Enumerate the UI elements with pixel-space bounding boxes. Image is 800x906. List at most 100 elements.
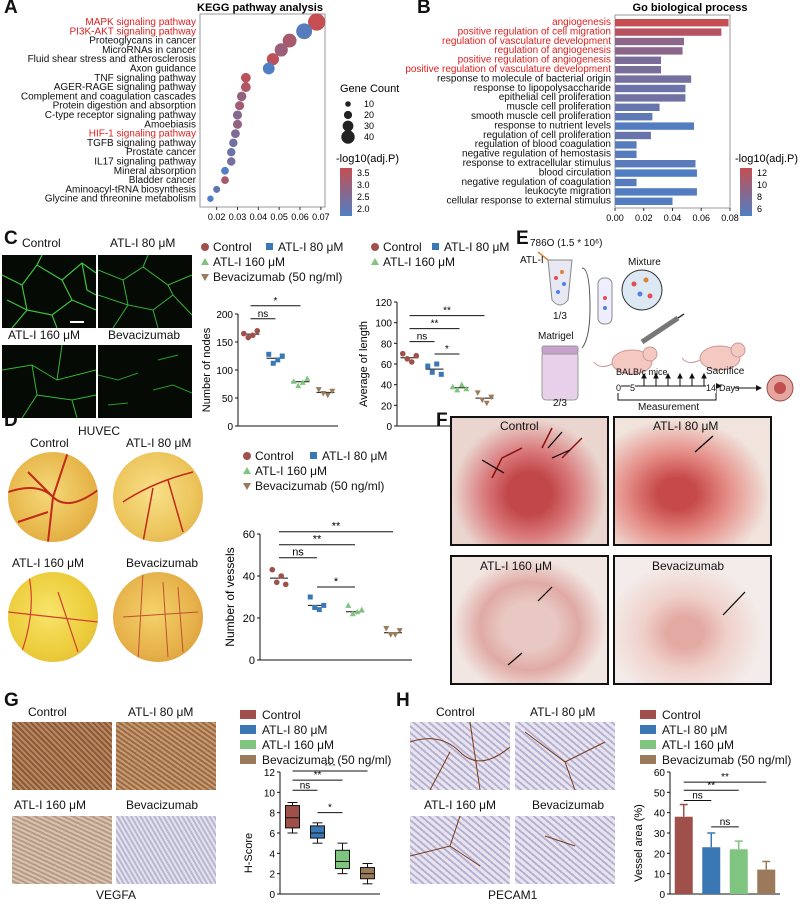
panel-label-b: B: [417, 0, 431, 18]
legend-g-beva: Bevacizumab (50 ng/ml): [262, 753, 392, 767]
legend-h-beva: Bevacizumab (50 ng/ml): [662, 753, 792, 767]
significance-label: *: [445, 344, 449, 355]
huvec-label-bevacizumab: Bevacizumab: [108, 328, 181, 342]
tumor-label-atl80: ATL-I 80 μM: [653, 419, 719, 433]
bar: [615, 103, 660, 111]
y-axis-label: Vessel area (%): [633, 804, 645, 882]
data-point: [262, 62, 275, 75]
data-point: [383, 626, 390, 632]
significance-label: **: [721, 772, 729, 783]
significance-label: *: [334, 576, 339, 588]
category-label: regulation of vasculature development: [442, 36, 611, 47]
chart-a-frame: [199, 13, 326, 208]
data-point: [235, 101, 245, 111]
data-point: [229, 138, 238, 148]
bar: [615, 178, 637, 187]
tumor-label-atl160: ATL-I 160 μM: [480, 559, 553, 573]
category-label: regulation of blood coagulation: [475, 139, 611, 150]
vegfa-label-atl160: ATL-I 160 μM: [14, 798, 87, 812]
vegfa-label-control: Control: [28, 705, 67, 719]
box: [360, 867, 375, 880]
color-legend-label: 3.5: [357, 168, 370, 178]
category-label: Glycine and threonine metabolism: [45, 194, 196, 205]
y-tick-label: 80: [381, 339, 393, 350]
pecam1-image-bevacizumab: [515, 816, 615, 884]
huvec-image-bevacizumab: [98, 345, 192, 418]
cam-image-atl80: [113, 452, 203, 542]
pecam1-caption: PECAM1: [488, 888, 538, 902]
category-label: smooth muscle cell proliferation: [471, 111, 611, 122]
timeline-end: 14: [706, 383, 717, 393]
data-point: [227, 157, 236, 166]
category-label: TGFB signaling pathway: [87, 138, 196, 149]
category-label: positive regulation of angiogenesis: [458, 55, 611, 66]
category-label: Complement and coagulation cascades: [21, 91, 196, 102]
data-point: [408, 359, 415, 365]
category-label: epithelial cell proliferation: [499, 92, 611, 103]
category-label: cellular response to external stimulus: [446, 196, 611, 207]
y-tick-label: 50: [222, 394, 234, 405]
legend-g: Control ATL-I 80 μM ATL-I 160 μM Bevaciz…: [240, 706, 400, 770]
category-label: Protein digestion and absorption: [53, 101, 196, 112]
bar: [729, 849, 748, 894]
huvec-label-atl160: ATL-I 160 μM: [8, 328, 81, 342]
bar: [615, 197, 673, 205]
category-label: Mineral absorption: [114, 166, 196, 177]
data-point: [270, 360, 276, 366]
significance-label: ns: [300, 780, 311, 791]
legend-g-control: Control: [262, 708, 301, 722]
tumor-label-bevacizumab: Bevacizumab: [652, 559, 725, 573]
y-tick-label: 50: [654, 788, 666, 799]
huvec-label-atl80: ATL-I 80 μM: [110, 236, 176, 250]
legend-c2: Control ATL-I 80 μM ATL-I 160 μM: [368, 238, 528, 272]
category-label: angiogenesis: [552, 17, 611, 28]
data-point: [231, 129, 240, 138]
tumor-image-atl160: [450, 555, 609, 685]
bar: [615, 141, 637, 149]
cam-image-control: [8, 452, 98, 542]
panel-label-g: G: [4, 690, 19, 711]
huvec-label-control: Control: [22, 236, 61, 250]
x-tick-label: 0.00: [606, 213, 624, 222]
x-tick-label: 0.04: [664, 213, 682, 222]
category-label: response to molecule of bacterial origin: [437, 73, 611, 84]
y-tick-label: 6: [269, 829, 275, 840]
y-tick-label: 0: [386, 422, 392, 433]
data-point: [429, 369, 435, 375]
vegfa-caption: VEGFA: [96, 888, 137, 902]
significance-label: ns: [258, 309, 269, 320]
bar: [615, 47, 683, 55]
size-legend-dot: [342, 120, 354, 132]
legend-c2-control: Control: [383, 240, 422, 254]
bar: [615, 113, 653, 121]
data-point: [404, 356, 411, 362]
vegfa-label-bevacizumab: Bevacizumab: [126, 798, 199, 812]
huvec-network-control: [2, 255, 96, 328]
data-point: [392, 632, 399, 638]
x-tick-label: 0.08: [721, 213, 739, 222]
pecam1-image-atl80: [515, 722, 615, 790]
y-tick-label: 20: [381, 401, 393, 412]
y-tick-label: 100: [216, 366, 233, 377]
data-point: [413, 352, 420, 359]
data-point: [315, 387, 322, 393]
data-point: [282, 581, 289, 588]
data-point: [449, 383, 456, 390]
color-legend-label: 2.5: [357, 192, 370, 202]
data-point: [387, 632, 394, 638]
y-tick-label: 30: [654, 829, 666, 840]
significance-label: ns: [692, 790, 703, 801]
data-point: [324, 392, 331, 399]
bar: [757, 869, 776, 894]
tumor-image-control: [450, 416, 609, 546]
category-label: muscle cell proliferation: [507, 102, 612, 113]
y-tick-label: 150: [216, 338, 233, 349]
legend-d-control: Control: [255, 449, 294, 463]
huvec-image-atl80: [98, 255, 192, 328]
data-point: [349, 610, 356, 617]
category-label: MicroRNAs in cancer: [102, 45, 197, 56]
bar: [615, 75, 692, 83]
cam-label-bevacizumab: Bevacizumab: [126, 556, 199, 570]
sacrifice-label: Sacrifice: [706, 366, 745, 377]
